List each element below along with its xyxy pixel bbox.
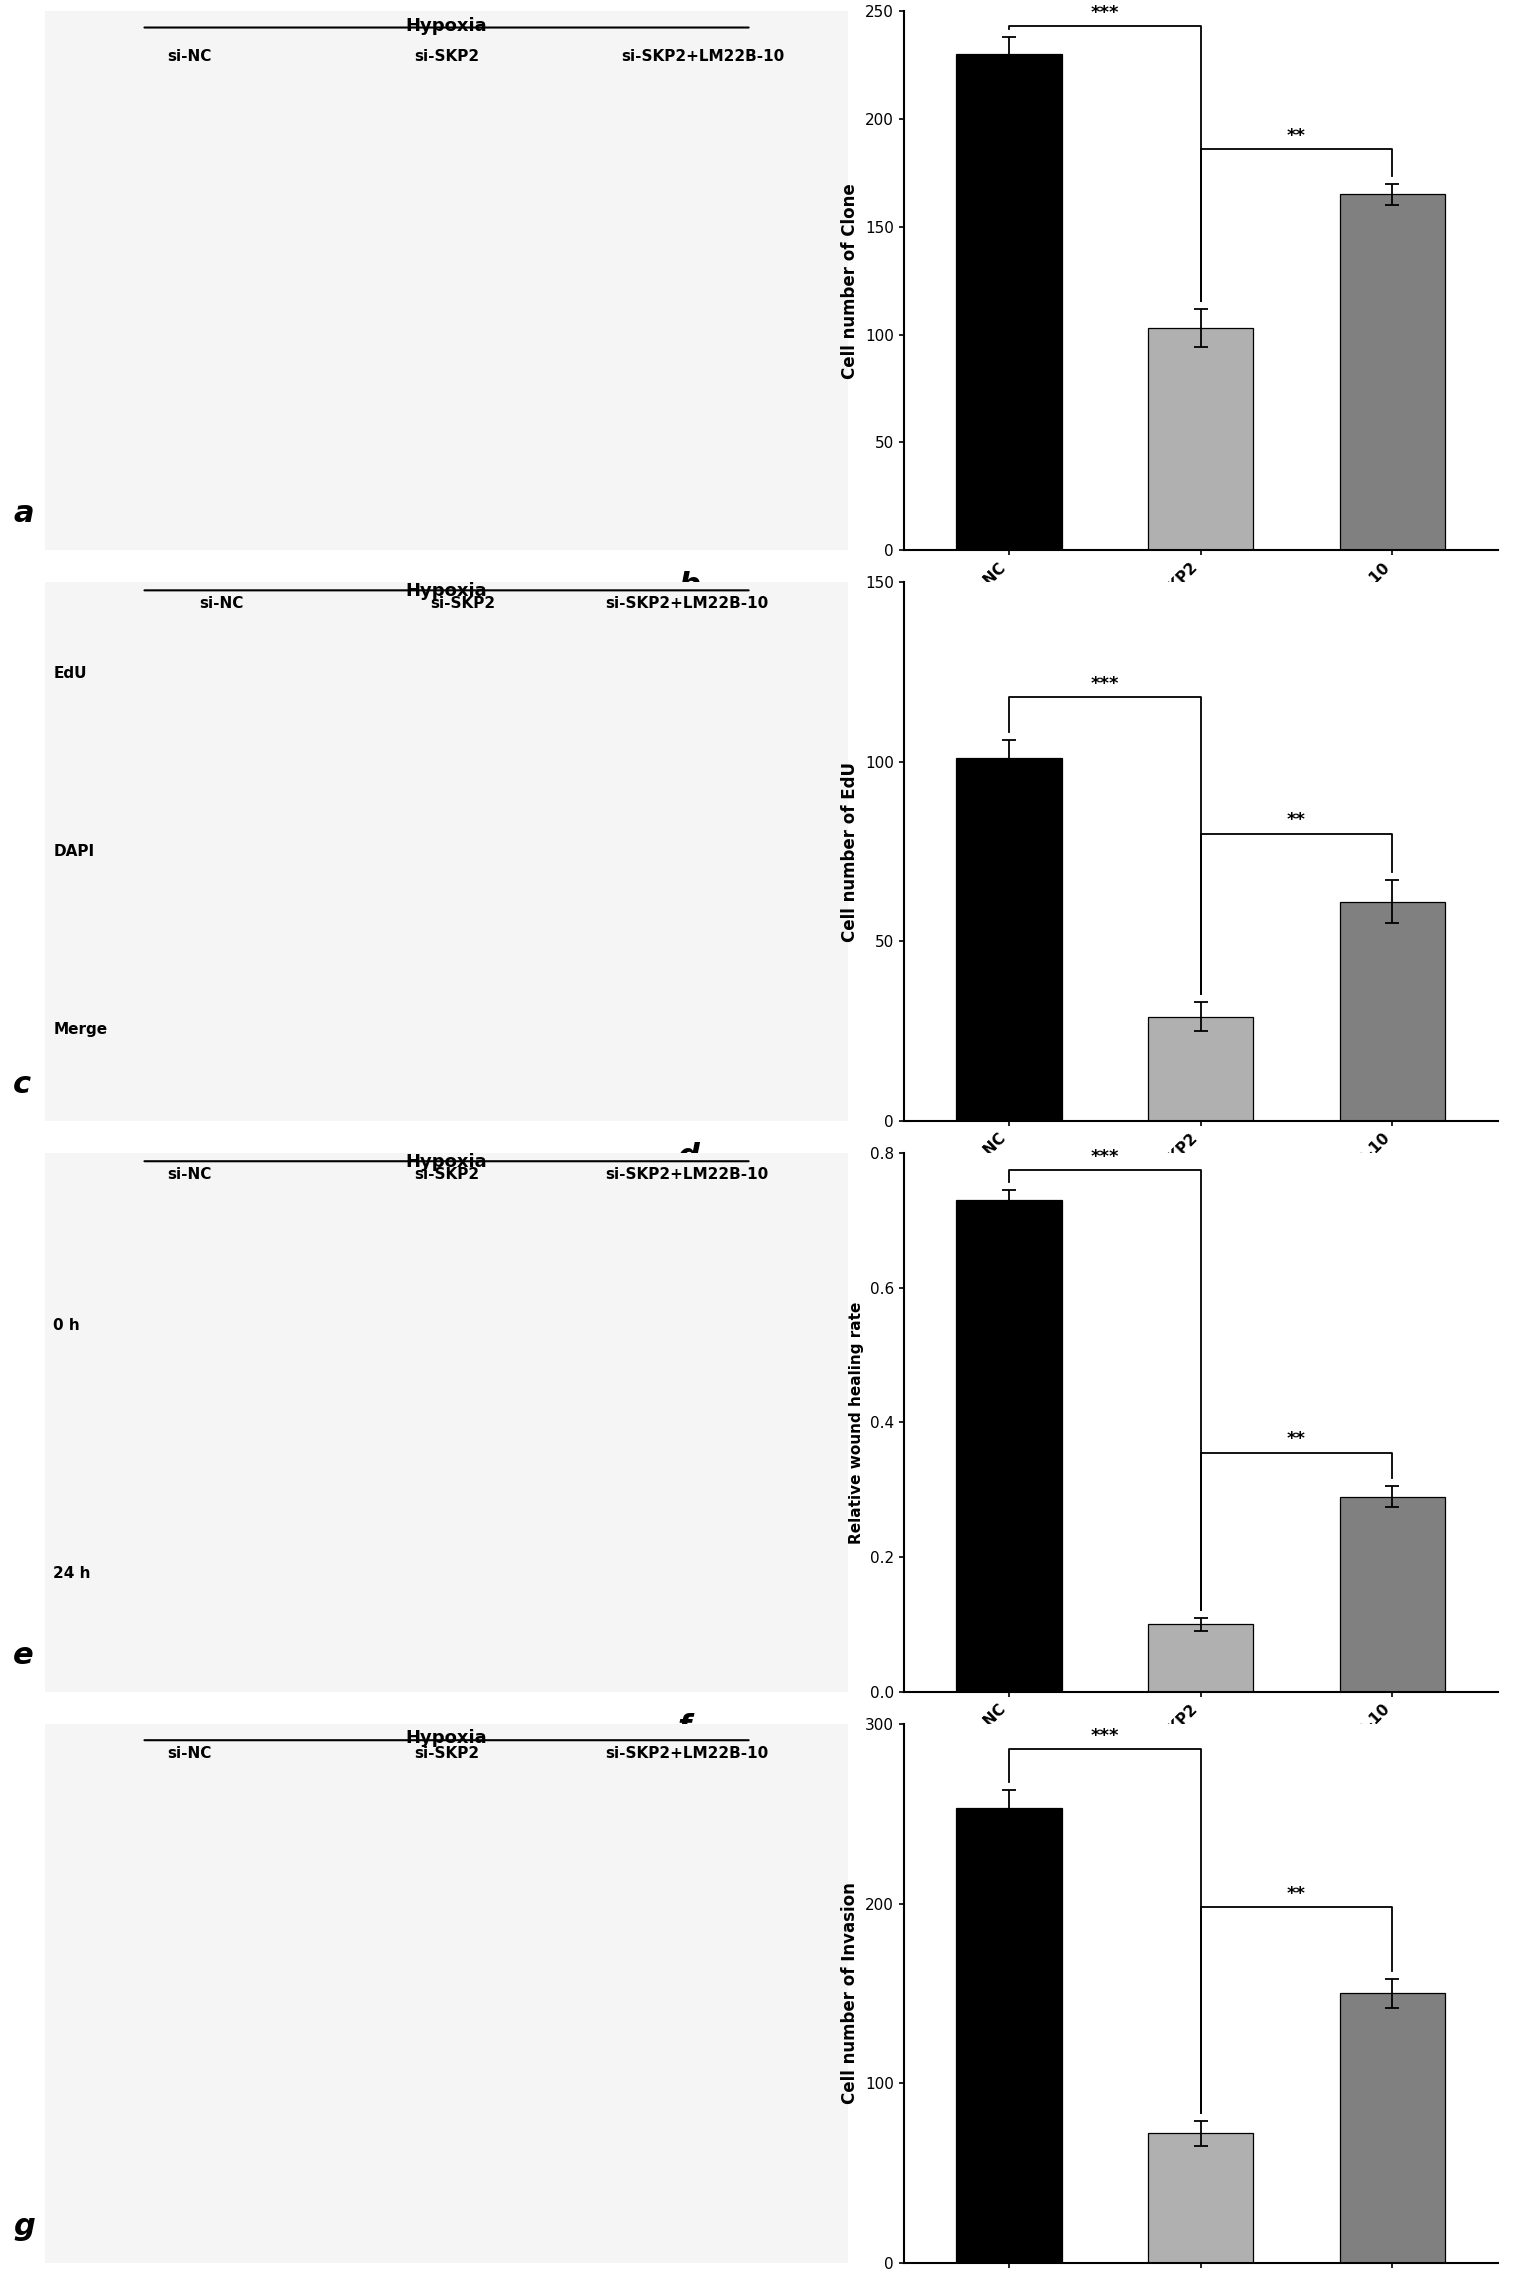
Text: **: **: [1288, 127, 1306, 146]
Text: ***: ***: [1091, 675, 1120, 694]
Text: **: **: [1288, 1430, 1306, 1449]
Text: si-NC: si-NC: [168, 1746, 212, 1760]
Text: DAPI: DAPI: [53, 844, 94, 860]
Bar: [1148, 1016, 1253, 1121]
Text: si-SKP2: si-SKP2: [415, 1746, 480, 1760]
Bar: [1339, 1496, 1445, 1692]
Bar: [956, 757, 1062, 1121]
Text: si-SKP2+LM22B-10: si-SKP2+LM22B-10: [622, 50, 785, 64]
Y-axis label: Cell number of Clone: Cell number of Clone: [841, 182, 859, 377]
Text: Hypoxia: Hypoxia: [405, 16, 487, 34]
Text: ***: ***: [1091, 1726, 1120, 1744]
Text: si-SKP2: si-SKP2: [430, 596, 495, 612]
Bar: [956, 1808, 1062, 2263]
Text: Hypoxia: Hypoxia: [405, 1153, 487, 1171]
Bar: [956, 55, 1062, 550]
Text: **: **: [1288, 812, 1306, 830]
Text: EdU: EdU: [53, 666, 86, 682]
Text: ***: ***: [1091, 1148, 1120, 1167]
Text: si-SKP2+LM22B-10: si-SKP2+LM22B-10: [605, 1167, 769, 1182]
Text: Hypoxia: Hypoxia: [405, 582, 487, 600]
Bar: [1339, 903, 1445, 1121]
Text: d: d: [678, 1142, 699, 1171]
Text: 24 h: 24 h: [53, 1567, 91, 1580]
Text: g: g: [14, 2213, 35, 2242]
Text: si-SKP2+LM22B-10: si-SKP2+LM22B-10: [605, 1746, 769, 1760]
Text: Merge: Merge: [53, 1021, 107, 1037]
Text: 0 h: 0 h: [53, 1319, 80, 1333]
Bar: [1148, 1624, 1253, 1692]
Text: si-SKP2: si-SKP2: [415, 50, 480, 64]
Bar: [956, 1201, 1062, 1692]
Y-axis label: Cell number of Invasion: Cell number of Invasion: [841, 1883, 859, 2103]
Bar: [1148, 327, 1253, 550]
Y-axis label: Cell number of EdU: Cell number of EdU: [841, 762, 859, 941]
Text: **: **: [1288, 1885, 1306, 1903]
Text: si-NC: si-NC: [168, 50, 212, 64]
Text: Hypoxia: Hypoxia: [405, 1731, 487, 1746]
Bar: [1148, 2133, 1253, 2263]
Text: b: b: [678, 571, 699, 600]
Text: c: c: [14, 1071, 32, 1098]
Bar: [1339, 196, 1445, 550]
Y-axis label: Relative wound healing rate: Relative wound healing rate: [849, 1301, 864, 1544]
Text: ***: ***: [1091, 5, 1120, 23]
Text: si-NC: si-NC: [200, 596, 244, 612]
Text: a: a: [14, 500, 33, 528]
Text: e: e: [14, 1642, 33, 1669]
Text: si-SKP2+LM22B-10: si-SKP2+LM22B-10: [605, 596, 769, 612]
Text: si-SKP2: si-SKP2: [415, 1167, 480, 1182]
Text: si-NC: si-NC: [168, 1167, 212, 1182]
Text: f: f: [678, 1712, 691, 1742]
Bar: [1339, 1994, 1445, 2263]
